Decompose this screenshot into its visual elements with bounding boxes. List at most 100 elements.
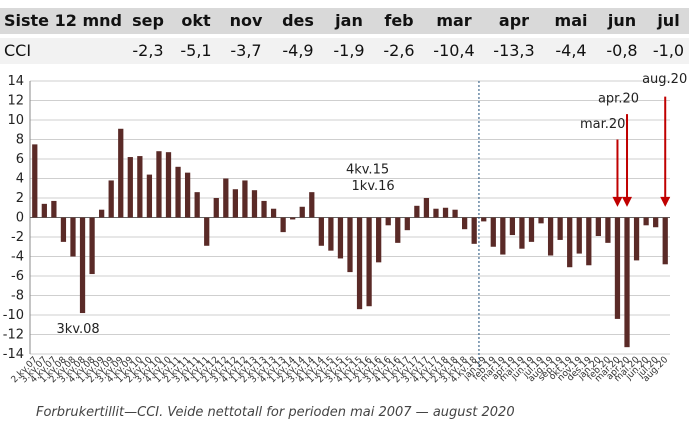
bar-4.kv.17 bbox=[433, 208, 439, 218]
bar-aug.19 bbox=[547, 217, 554, 256]
annotation-4kv15: 4kv.15 bbox=[346, 163, 389, 178]
cci-value-jan: -1,9 bbox=[333, 41, 365, 60]
y-tick-label: 4 bbox=[16, 172, 24, 187]
y-tick-label: 2 bbox=[16, 191, 24, 206]
bar-3.kv.15 bbox=[347, 217, 353, 273]
bar-jul.20 bbox=[653, 217, 659, 228]
bar-2.kv.18 bbox=[452, 209, 458, 218]
bar-3.kv.13 bbox=[270, 208, 277, 218]
bar-mai.19 bbox=[519, 217, 525, 249]
bar-3.kv.09 bbox=[118, 128, 124, 218]
arrowhead-mar.20 bbox=[612, 196, 623, 207]
cci-value-mar: -10,4 bbox=[433, 41, 475, 60]
annotation-mar20: mar.20 bbox=[580, 117, 625, 132]
bar-2.kv.15 bbox=[337, 217, 344, 259]
bar-sep.19 bbox=[557, 217, 563, 240]
bar-4.kv.14 bbox=[318, 217, 324, 246]
y-tick-label: 14 bbox=[7, 74, 24, 89]
bar-apr.19 bbox=[509, 217, 516, 236]
bar-3.kv.14 bbox=[309, 192, 315, 218]
month-header-nov: nov bbox=[229, 11, 263, 30]
y-tick-label: -8 bbox=[11, 289, 24, 304]
bar-4.kv.08 bbox=[89, 217, 95, 275]
month-header-okt: okt bbox=[181, 11, 211, 30]
bar-jun.19 bbox=[528, 217, 535, 242]
cci-value-okt: -5,1 bbox=[180, 41, 212, 60]
bar-mar.20 bbox=[614, 217, 621, 319]
bar-2.kv.14 bbox=[299, 206, 305, 218]
month-header-jan: jan bbox=[335, 11, 363, 30]
bar-4.kv.12 bbox=[242, 180, 248, 218]
bar-2.kv.11 bbox=[184, 172, 191, 218]
bar-1.kv.14 bbox=[290, 217, 296, 220]
bar-1.kv.09 bbox=[99, 209, 105, 218]
bar-1.kv.12 bbox=[213, 198, 219, 218]
bar-3.kv.12 bbox=[232, 189, 238, 218]
bar-4.kv.07 bbox=[51, 200, 57, 218]
cci-value-jun: -0,8 bbox=[606, 41, 638, 60]
bar-3.kv.17 bbox=[423, 198, 430, 218]
annotation-apr20: apr.20 bbox=[598, 91, 639, 106]
cci-value-nov: -3,7 bbox=[230, 41, 262, 60]
bar-1.kv.08 bbox=[60, 217, 67, 242]
y-tick-label: 0 bbox=[16, 211, 24, 226]
bar-2.kv.13 bbox=[261, 200, 267, 218]
bar-nov.19 bbox=[576, 217, 582, 254]
y-tick-label: 10 bbox=[7, 113, 24, 128]
bar-feb.19 bbox=[490, 217, 496, 247]
bar-3.kv.16 bbox=[385, 217, 391, 226]
month-header-mai: mai bbox=[554, 11, 588, 30]
bar-jul.19 bbox=[538, 217, 544, 224]
bar-1.kv.18 bbox=[442, 207, 449, 218]
bar-4.kv.10 bbox=[165, 152, 172, 218]
table-header-label: Siste 12 mnd bbox=[4, 11, 122, 30]
bar-2.kv.07 bbox=[32, 144, 38, 218]
y-tick-label: -10 bbox=[3, 308, 24, 323]
bar-2.kv.08 bbox=[70, 217, 76, 257]
bar-4.kv.09 bbox=[127, 157, 133, 218]
bar-mar.19 bbox=[500, 217, 506, 255]
bar-jan.19 bbox=[481, 217, 487, 222]
cci-value-mai: -4,4 bbox=[555, 41, 587, 60]
bar-4.kv.11 bbox=[204, 217, 210, 246]
bar-2.kv.12 bbox=[223, 178, 229, 218]
y-tick-label: 12 bbox=[7, 94, 24, 109]
cci-value-sep: -2,3 bbox=[132, 41, 164, 60]
bar-mai.20 bbox=[633, 217, 640, 261]
bar-3.kv.18 bbox=[462, 217, 468, 230]
bar-apr.20 bbox=[624, 217, 630, 348]
bar-aug.20 bbox=[662, 217, 668, 265]
arrowhead-apr.20 bbox=[622, 196, 633, 207]
bar-4.kv.15 bbox=[356, 217, 363, 310]
month-header-sep: sep bbox=[132, 11, 164, 30]
bar-4.kv.18 bbox=[471, 217, 477, 244]
bar-jan.20 bbox=[595, 217, 601, 237]
table-cci-row: CCI -2,3 -5,1 -3,7 -4,9 -1,9 -2,6 -10,4 … bbox=[0, 38, 689, 64]
bar-3.kv.10 bbox=[156, 151, 162, 218]
bar-jun.20 bbox=[643, 217, 649, 226]
bar-1.kv.11 bbox=[175, 166, 181, 218]
y-tick-label: 6 bbox=[16, 152, 24, 167]
annotation-aug20: aug.20 bbox=[642, 72, 687, 87]
month-header-mar: mar bbox=[436, 11, 472, 30]
month-header-apr: apr bbox=[498, 11, 530, 30]
cci-value-jul: -1,0 bbox=[652, 41, 685, 60]
bar-3.kv.11 bbox=[194, 192, 200, 218]
bar-2.kv.09 bbox=[108, 180, 114, 218]
chart-caption: Forbrukertillit—CCI. Veide nettotall for… bbox=[36, 405, 515, 420]
y-tick-label: 8 bbox=[16, 133, 24, 148]
bar-1.kv.17 bbox=[404, 217, 410, 231]
annotation-1kv16: 1kv.16 bbox=[352, 179, 395, 194]
y-tick-label: -14 bbox=[3, 347, 24, 362]
bar-1.kv.15 bbox=[328, 217, 334, 251]
cci-value-des: -4,9 bbox=[282, 41, 314, 60]
cci-row-label: CCI bbox=[4, 41, 32, 60]
bar-okt.19 bbox=[567, 217, 573, 268]
y-tick-label: -6 bbox=[11, 269, 24, 284]
month-header-jul: jul bbox=[657, 11, 680, 30]
bar-1.kv.10 bbox=[137, 156, 143, 218]
bar-feb.20 bbox=[605, 217, 611, 243]
bar-3.kv.08 bbox=[79, 217, 86, 314]
arrowhead-aug.20 bbox=[660, 196, 671, 207]
